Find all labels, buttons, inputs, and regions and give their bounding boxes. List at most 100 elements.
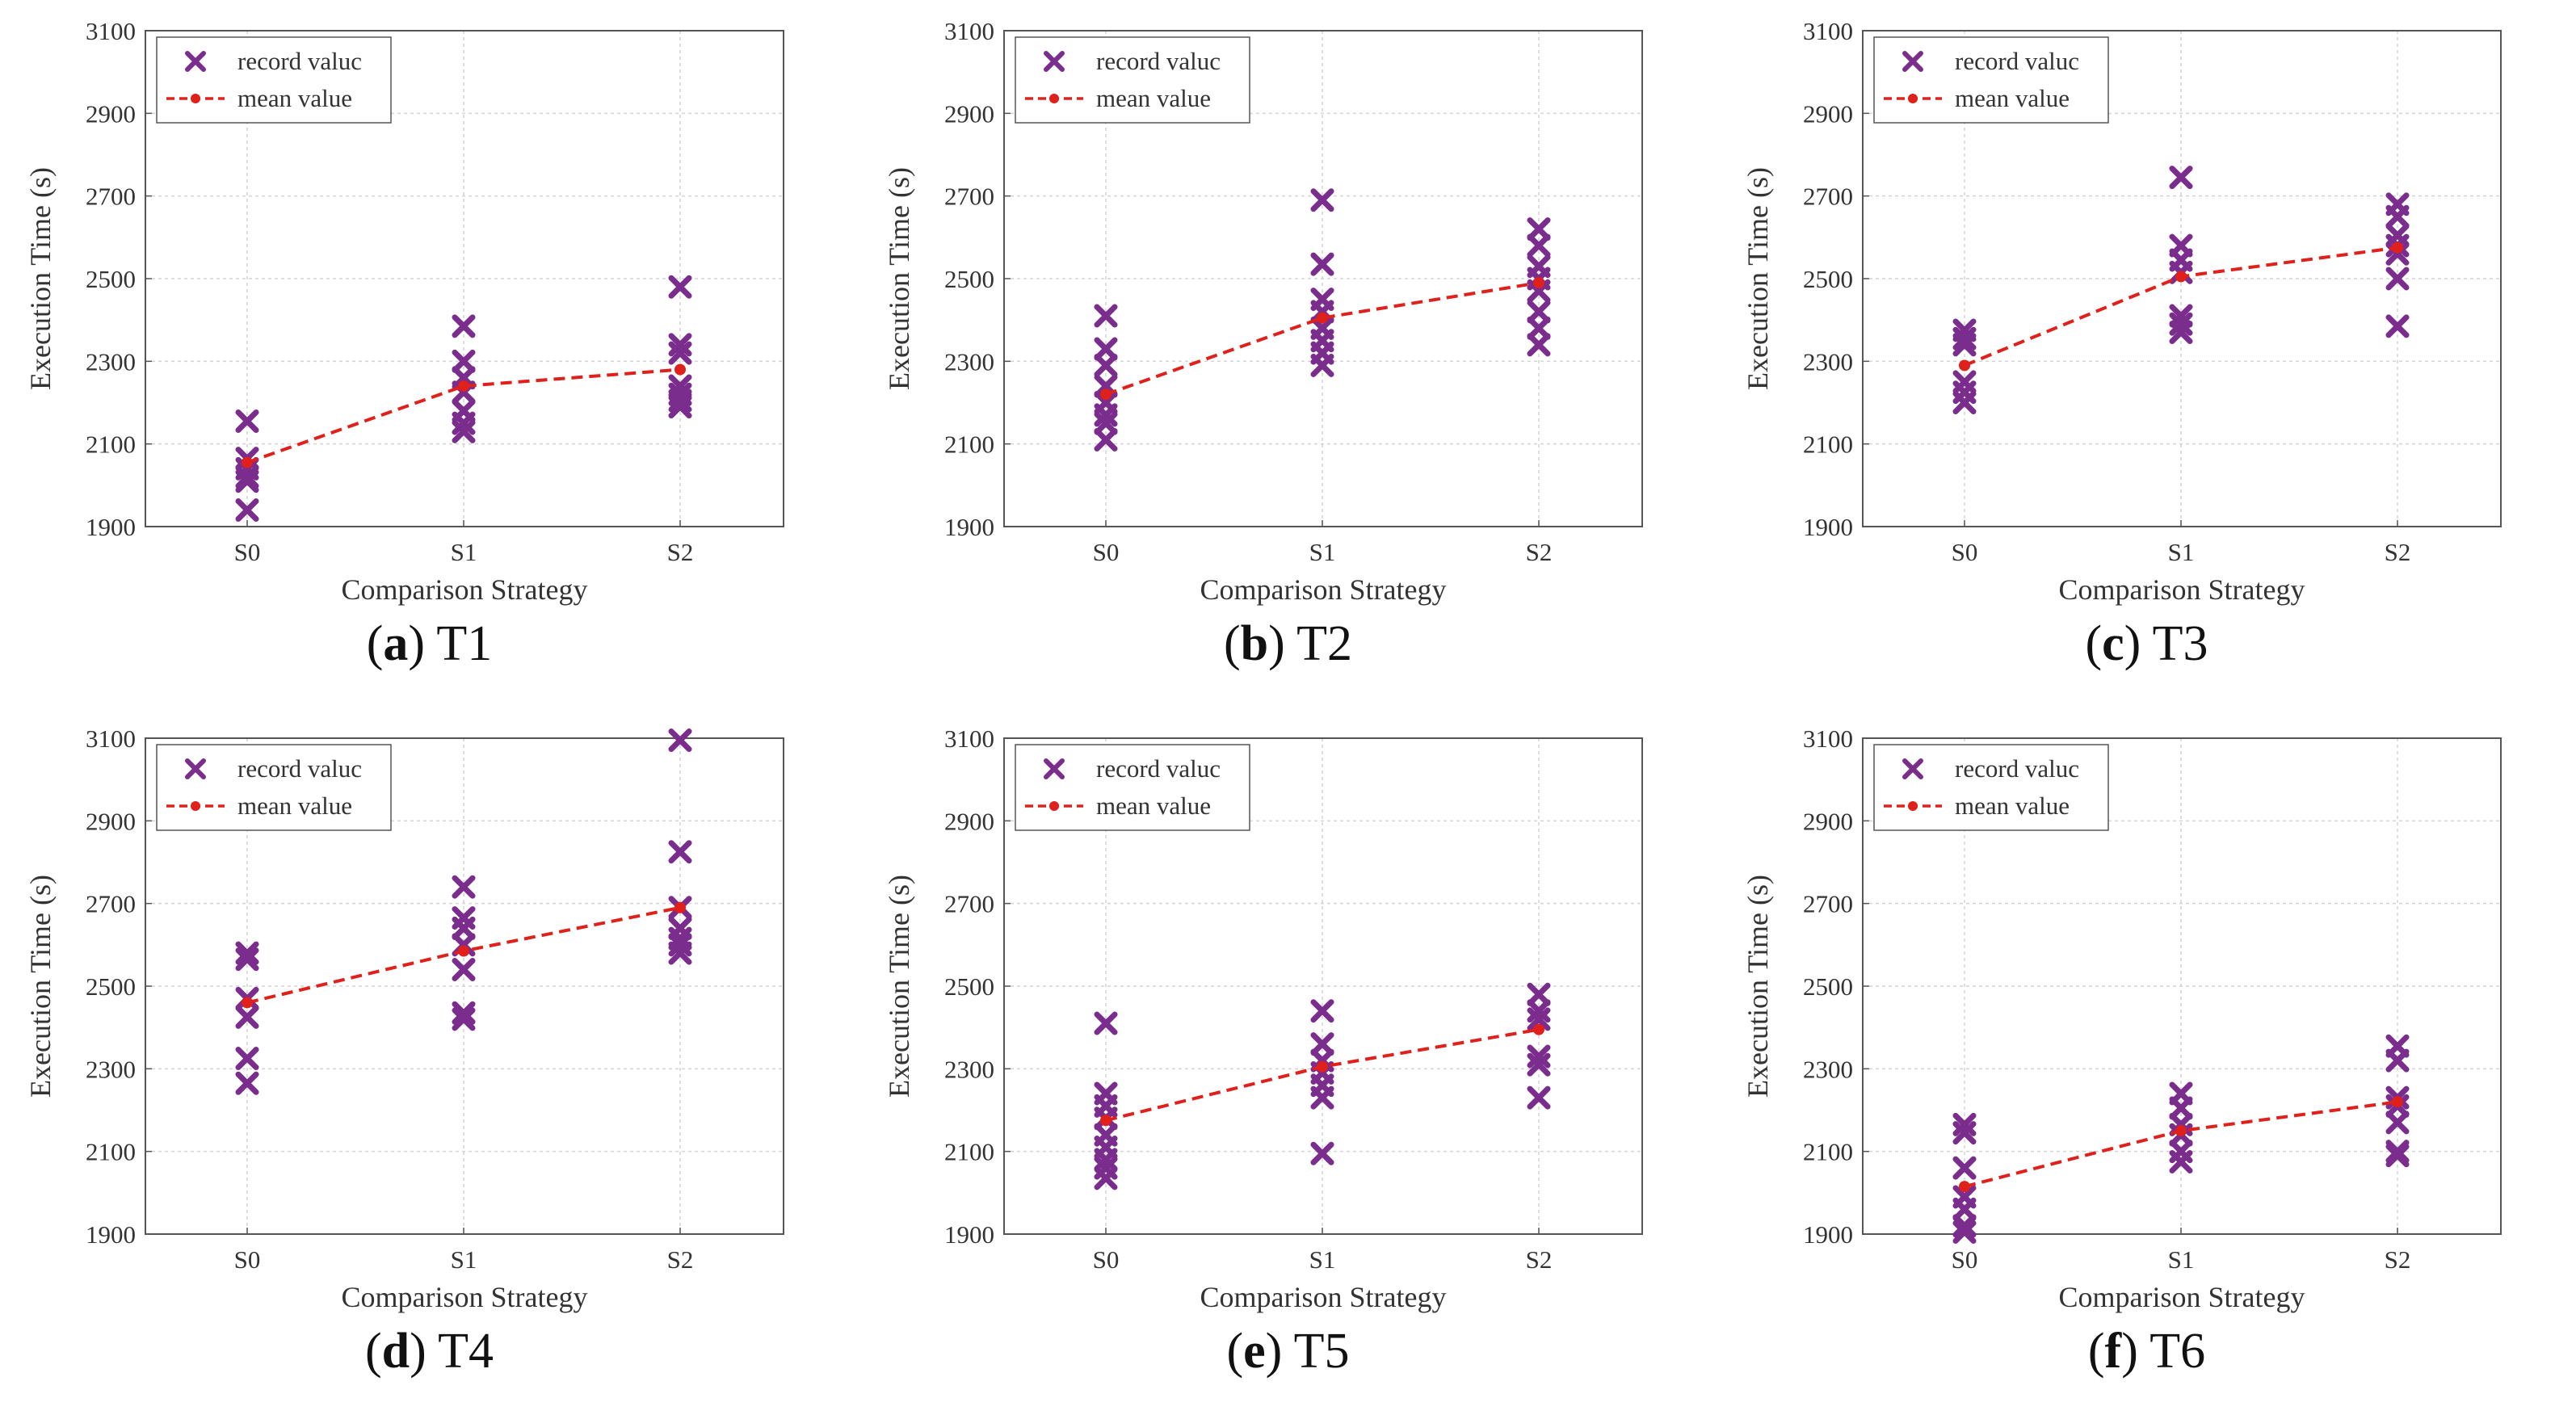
mean-point: [1317, 312, 1328, 324]
record-point: [1310, 999, 1334, 1023]
record-point: [1952, 326, 1977, 351]
legend-record-marker: [1044, 51, 1065, 72]
chart-panel-b: 1900 2100 2300 2500 2700 2900 3100 S0 S1 S2 Compar…: [859, 0, 1717, 708]
record-point: [1094, 353, 1118, 377]
record-point: [2385, 204, 2410, 229]
record-point: [235, 947, 259, 972]
record-point: [1952, 333, 1977, 357]
x-axis-label: Comparison Strategy: [342, 573, 588, 606]
mean-line: [1105, 281, 1540, 397]
record-point: [2169, 1096, 2193, 1120]
chart-svg: 1900 2100 2300 2500 2700 2900 3100 S0 S1 S2 Compar…: [1742, 724, 2502, 1313]
marker-stroke: [1952, 1121, 1977, 1145]
marker-stroke: [668, 275, 692, 299]
chart-svg: 1900 2100 2300 2500 2700 2900 3100 S0 S1 S2 Compar…: [883, 17, 1643, 606]
record-point: [2385, 1144, 2410, 1168]
y-tick-label: 2300: [86, 1055, 136, 1083]
marker-stroke: [1527, 279, 1551, 303]
legend-label-mean: mean value: [1096, 84, 1211, 112]
x-tick-label: S2: [667, 538, 694, 566]
mean-point: [1317, 1060, 1328, 1073]
legend-mean-marker: [1049, 94, 1059, 103]
record-point: [452, 314, 476, 338]
x-tick-label: S0: [1093, 538, 1120, 566]
marker-stroke: [452, 916, 476, 940]
legend: record valuc mean value: [1873, 744, 2109, 831]
record-point: [2169, 166, 2193, 190]
marker-stroke: [1952, 1220, 1977, 1244]
y-tick-label: 2700: [944, 890, 994, 918]
legend-box: [1873, 36, 2109, 124]
marker-stroke: [235, 1047, 259, 1071]
legend-record-marker: [185, 51, 206, 72]
marker-stroke: [235, 469, 259, 493]
x-tick-label: S2: [2385, 1245, 2411, 1274]
x-tick-label: S1: [2168, 538, 2195, 566]
x-axis-label: Comparison Strategy: [2059, 573, 2305, 606]
x-axis-label: Comparison Strategy: [1200, 1281, 1447, 1313]
x-tick-label: S0: [1093, 1245, 1120, 1274]
chart-panel-f: 1900 2100 2300 2500 2700 2900 3100 S0 S1 S2 Compar…: [1717, 708, 2576, 1415]
chart-svg: 1900 2100 2300 2500 2700 2900 3100 S0 S1 S2 Compar…: [24, 17, 784, 606]
legend-record-marker: [1902, 51, 1923, 72]
legend-label-mean: mean value: [1955, 791, 2070, 820]
y-tick-label: 1900: [1803, 1220, 1853, 1249]
record-point: [235, 1071, 259, 1095]
mean-point: [458, 945, 469, 957]
record-point: [452, 933, 476, 957]
marker-stroke: [1094, 337, 1118, 361]
y-tick-label: 1900: [944, 513, 994, 541]
y-tick-label: 3100: [944, 17, 994, 45]
legend-record-marker: [185, 758, 206, 779]
marker-stroke: [2385, 241, 2410, 266]
record-point: [235, 469, 259, 493]
marker-stroke: [452, 1001, 476, 1025]
y-tick-label: 2900: [1803, 99, 1853, 128]
record-point: [1310, 353, 1334, 377]
record-point: [1952, 1121, 1977, 1145]
y-axis-label: Execution Time (s): [24, 875, 57, 1098]
y-axis-label: Execution Time (s): [1742, 167, 1774, 390]
chart-panel-a: 1900 2100 2300 2500 2700 2900 3100 S0 S1 S2 Compar…: [0, 0, 859, 708]
legend-box: [156, 36, 392, 124]
record-point: [235, 409, 259, 434]
marker-stroke: [452, 349, 476, 373]
record-point: [1527, 316, 1551, 340]
y-tick-label: 2900: [86, 99, 136, 128]
marker-stroke: [1094, 1011, 1118, 1035]
y-tick-label: 3100: [944, 724, 994, 753]
legend-mean-marker: [1049, 801, 1059, 811]
marker-stroke: [2169, 321, 2193, 345]
marker-stroke: [1952, 333, 1977, 357]
record-point: [452, 1001, 476, 1025]
marker-stroke: [668, 728, 692, 753]
chart-caption: (b) T2: [1223, 616, 1353, 671]
marker-stroke: [1952, 1214, 1977, 1238]
chart-svg: 1900 2100 2300 2500 2700 2900 3100 S0 S1 S2 Compar…: [24, 724, 784, 1313]
record-point: [1094, 411, 1118, 435]
legend-record-marker: [1902, 758, 1923, 779]
marker-stroke: [668, 388, 692, 413]
record-point: [235, 465, 259, 489]
y-tick-label: 1900: [86, 1220, 136, 1249]
marker-stroke: [1094, 1166, 1118, 1190]
y-tick-label: 3100: [1803, 17, 1853, 45]
record-point: [1094, 1011, 1118, 1035]
record-point: [668, 395, 692, 419]
record-point: [2385, 1140, 2410, 1164]
x-tick-label: S0: [234, 538, 261, 566]
mean-point: [674, 901, 686, 913]
record-point: [1952, 1214, 1977, 1238]
record-point: [1952, 391, 1977, 414]
legend-mean-marker: [1908, 801, 1918, 811]
record-point: [2385, 1111, 2410, 1135]
marker-stroke: [235, 1005, 259, 1029]
marker-stroke: [235, 465, 259, 489]
y-tick-label: 2300: [944, 1055, 994, 1083]
y-tick-label: 2700: [86, 183, 136, 211]
record-point: [452, 349, 476, 373]
x-axis-label: Comparison Strategy: [342, 1281, 588, 1313]
marker-stroke: [2169, 1096, 2193, 1120]
marker-stroke: [2385, 314, 2410, 338]
y-tick-label: 2500: [1803, 265, 1853, 293]
